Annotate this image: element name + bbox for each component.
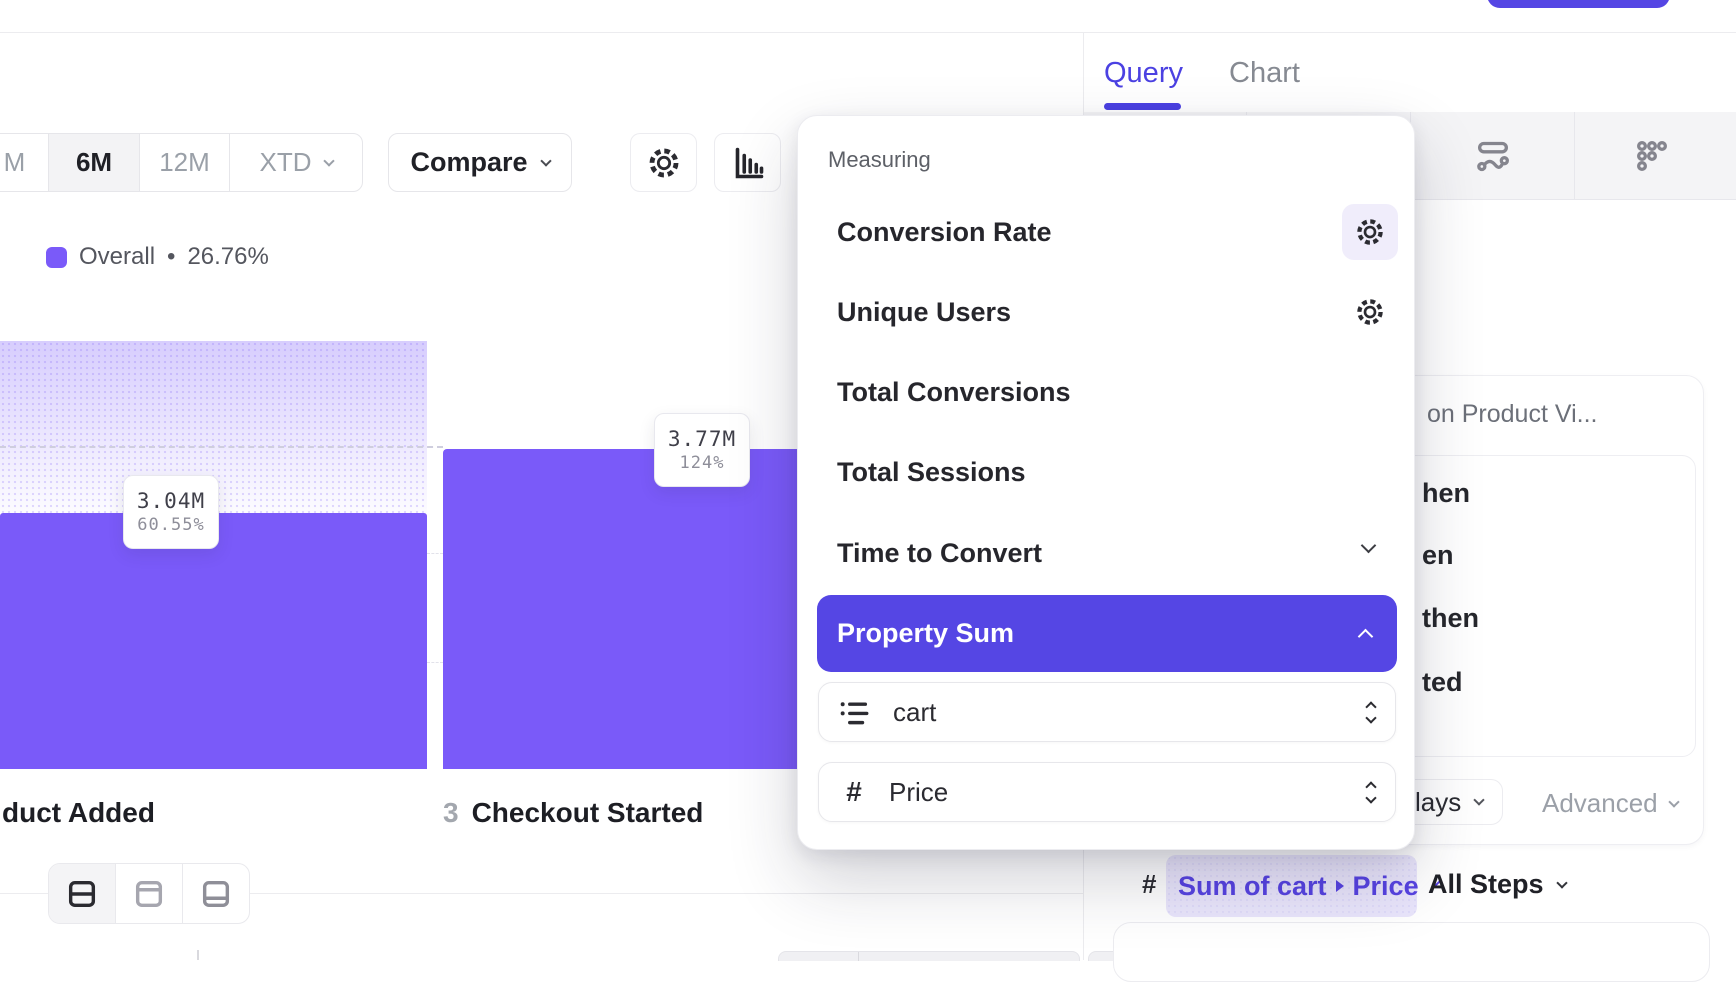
menu-item-total-conversions[interactable]: Total Conversions	[837, 376, 1071, 407]
select-updown-icon	[1365, 700, 1377, 724]
funnel-step-row[interactable]: hen	[1422, 478, 1471, 508]
menu-item-property-sum-selected[interactable]: Property Sum	[817, 595, 1397, 672]
active-tab-underline	[1104, 103, 1181, 110]
funnel-reference-dashed-line	[0, 446, 443, 448]
funnel-step2-pct: 124%	[679, 453, 725, 473]
property-select-price[interactable]: # Price	[818, 762, 1396, 822]
toolbar-divider	[1574, 112, 1575, 200]
funnel-step1-label: duct Added	[2, 797, 155, 829]
event-select-cart[interactable]: cart	[818, 682, 1396, 742]
funnel-step-row[interactable]: ted	[1422, 667, 1463, 697]
funnel-step2-label: 3 Checkout Started	[443, 797, 703, 829]
legend: Overall • 26.76%	[46, 243, 269, 271]
hash-icon: #	[846, 776, 862, 807]
chip-property-label: Price	[1352, 870, 1419, 901]
sum-of-cart-price-chip[interactable]: Sum of cart Price	[1166, 855, 1441, 917]
legend-separator: •	[167, 243, 176, 270]
panel-layout-toggle-group	[48, 863, 250, 924]
bottom-table-column-divider	[858, 952, 859, 961]
chart-footer-divider	[0, 893, 1083, 894]
time-range-segmented-control: M 6M 12M XTD	[0, 133, 363, 192]
conversion-window-button[interactable]: lays	[1398, 779, 1503, 825]
gear-icon	[1355, 297, 1385, 327]
funnel-step2-number: 3	[443, 797, 459, 828]
tab-query[interactable]: Query	[1104, 57, 1183, 89]
funnel-step2-value: 3.77M	[667, 427, 737, 451]
chevron-down-icon	[539, 154, 552, 167]
chevron-down-icon	[1555, 876, 1568, 889]
conversion-rate-settings-button[interactable]	[1342, 204, 1398, 260]
compare-button[interactable]: Compare	[388, 133, 572, 192]
gridline	[427, 553, 443, 554]
property-select-value: Price	[889, 776, 949, 807]
funnel-step1-label-text: duct Added	[2, 797, 155, 828]
advanced-label: Advanced	[1542, 788, 1658, 818]
flow-icon	[1473, 136, 1513, 176]
top-bar-icon	[132, 877, 166, 911]
time-range-option-xtd-label: XTD	[259, 147, 312, 177]
menu-item-conversion-rate[interactable]: Conversion Rate	[837, 216, 1052, 247]
next-section-card	[1113, 922, 1710, 982]
time-range-option-12m[interactable]: 12M	[139, 134, 229, 191]
gear-icon	[1355, 217, 1385, 247]
chart-type-button[interactable]	[714, 133, 781, 192]
all-steps-label: All Steps	[1428, 869, 1544, 899]
select-updown-icon	[1365, 780, 1377, 804]
layout-split-horizontal-button[interactable]	[49, 864, 115, 923]
flow-tool-button[interactable]	[1473, 136, 1513, 176]
chevron-up-icon	[1357, 628, 1374, 645]
primary-action-button[interactable]	[1487, 0, 1670, 8]
arrow-right-icon	[1335, 880, 1344, 892]
time-range-option-xtd[interactable]: XTD	[229, 134, 362, 191]
funnel-step2-label-text: Checkout Started	[471, 797, 704, 828]
bar-chart-icon	[730, 145, 766, 181]
funnel-step-row[interactable]: then	[1422, 603, 1479, 633]
funnel-step1-value: 3.04M	[136, 489, 206, 513]
measuring-title: Measuring	[828, 147, 931, 172]
chevron-down-icon	[1667, 795, 1680, 808]
layout-bottom-bar-button[interactable]	[182, 864, 249, 923]
gear-icon	[647, 146, 681, 180]
bottom-edge-tick	[197, 950, 199, 960]
funnel-value-tooltip: 3.77M 124%	[654, 413, 750, 487]
split-rows-icon	[65, 877, 99, 911]
bottom-bar-icon	[199, 877, 233, 911]
advanced-button[interactable]: Advanced	[1542, 788, 1680, 819]
legend-swatch	[46, 246, 67, 268]
funnel-step1-pct: 60.55%	[137, 515, 205, 535]
conversion-window-label: lays	[1415, 786, 1462, 817]
gridline	[427, 662, 443, 663]
bottom-table-edge	[778, 951, 1080, 961]
menu-item-total-sessions[interactable]: Total Sessions	[837, 456, 1026, 487]
tab-chart[interactable]: Chart	[1229, 57, 1300, 89]
property-sum-label: Property Sum	[837, 618, 1015, 648]
event-select-value: cart	[893, 696, 937, 727]
menu-item-unique-users[interactable]: Unique Users	[837, 296, 1012, 327]
funnel-steps-card-title: on Product Vi...	[1427, 400, 1598, 428]
time-range-option-6m[interactable]: 6M	[48, 134, 139, 191]
layout-top-bar-button[interactable]	[115, 864, 182, 923]
time-range-option-m[interactable]: M	[3, 147, 26, 177]
unique-users-settings-button[interactable]	[1342, 284, 1398, 340]
chevron-down-icon	[322, 154, 335, 167]
chevron-down-icon	[1473, 794, 1485, 806]
funnel-step-row[interactable]: en	[1422, 540, 1454, 570]
list-icon	[837, 695, 871, 729]
menu-item-time-to-convert[interactable]: Time to Convert	[837, 537, 1043, 568]
legend-conversion-value: 26.76%	[187, 243, 269, 270]
numeric-property-icon: #	[1142, 869, 1157, 899]
legend-series-label: Overall	[79, 243, 156, 270]
all-steps-dropdown[interactable]: All Steps	[1428, 869, 1568, 900]
chart-settings-button[interactable]	[630, 133, 697, 192]
metrics-tool-button[interactable]	[1632, 136, 1672, 176]
funnel-value-tooltip: 3.04M 60.55%	[123, 475, 219, 549]
top-divider	[0, 32, 1736, 33]
chip-sum-label: Sum of cart	[1178, 870, 1327, 901]
dots-grid-icon	[1632, 136, 1672, 176]
compare-label: Compare	[410, 147, 528, 177]
funnel-bar-product-added[interactable]	[0, 513, 427, 769]
